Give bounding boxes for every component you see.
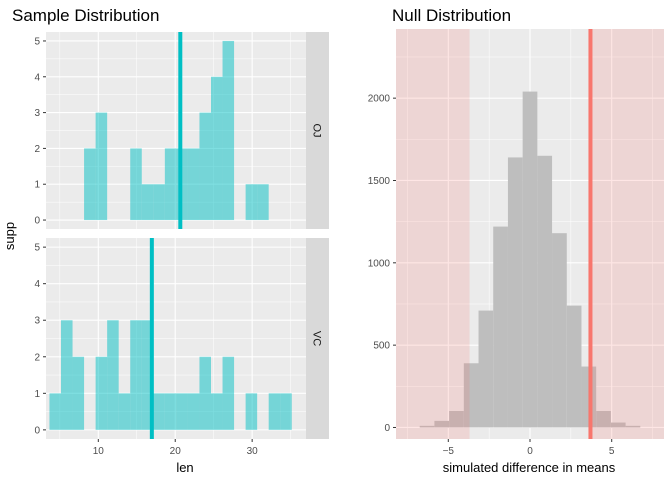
x-tick-label: 30 [247, 446, 259, 457]
histogram-bar [419, 425, 435, 428]
histogram-bar [164, 393, 177, 430]
histogram-bar [268, 393, 281, 430]
histogram-bar [211, 76, 223, 221]
y-tick-label: 2 [34, 144, 40, 155]
histogram-bar [130, 148, 142, 221]
left-x-ticks: 10 20 30 [93, 439, 258, 457]
histogram-bar [222, 40, 235, 221]
histogram-bar [118, 393, 131, 430]
histogram-bar [95, 112, 108, 221]
y-tick-label: 3 [34, 108, 40, 119]
histogram-bar [245, 393, 258, 430]
histogram-bar [610, 422, 626, 428]
histogram-bar [164, 148, 177, 221]
null-distribution-panel [396, 29, 664, 439]
facet-strip-label-oj: OJ [311, 123, 323, 137]
right-x-axis-title: simulated difference in means [443, 460, 616, 475]
y-tick-label: 500 [373, 341, 390, 352]
histogram-bar [280, 393, 292, 430]
x-tick-label: 10 [93, 446, 105, 457]
y-tick-label: 2000 [368, 94, 391, 105]
histogram-bar [537, 155, 553, 428]
y-tick-label: 1500 [368, 176, 391, 187]
histogram-bar [222, 356, 235, 430]
histogram-bar [566, 305, 582, 428]
y-tick-label: 5 [34, 36, 40, 47]
histogram-bar [107, 320, 119, 430]
histogram-bar [245, 184, 258, 221]
y-tick-label: 0 [34, 216, 40, 227]
y-tick-label: 3 [34, 316, 40, 327]
left-x-axis-title: len [176, 460, 193, 475]
sample-distribution-title: Sample Distribution [12, 6, 159, 25]
histogram-bar [199, 112, 211, 221]
y-tick-label: 4 [34, 279, 40, 290]
histogram-bar [187, 148, 200, 221]
histogram-bar [95, 356, 108, 430]
histogram-bar [153, 184, 165, 221]
facet-strip-vc [306, 238, 329, 439]
histogram-bar [449, 411, 464, 428]
facet-panel-oj: 0 1 2 3 4 5 OJ [34, 32, 329, 229]
y-tick-label: 1 [34, 180, 40, 191]
p-value-shade-region [590, 29, 664, 439]
histogram-bar [199, 356, 211, 430]
y-ticks-oj: 0 1 2 3 4 5 [34, 36, 46, 227]
histogram-bar [61, 320, 73, 430]
x-tick-label: 5 [609, 446, 615, 457]
facet-strip-label-vc: VC [311, 331, 323, 346]
histogram-bar [493, 226, 508, 428]
histogram-bar [72, 356, 85, 430]
histogram-bar [187, 393, 200, 430]
x-tick-label: 0 [527, 446, 533, 457]
histogram-bar [596, 411, 611, 428]
y-tick-label: 5 [34, 243, 40, 254]
y-tick-label: 2 [34, 352, 40, 363]
histogram-bar [507, 157, 523, 428]
x-tick-label: 20 [170, 446, 182, 457]
null-distribution-title: Null Distribution [392, 6, 511, 25]
facet-strip-oj [306, 32, 329, 229]
histogram-bar [478, 310, 494, 428]
facet-panel-vc: 0 1 2 3 4 5 VC [34, 238, 329, 439]
right-x-ticks: −5 0 5 [443, 439, 615, 457]
y-ticks-vc: 0 1 2 3 4 5 [34, 243, 46, 436]
left-y-axis-title: supp [2, 222, 17, 250]
histogram-bar [141, 184, 154, 221]
histogram-bar [84, 148, 96, 221]
histogram-bar [211, 393, 223, 430]
y-tick-label: 1 [34, 389, 40, 400]
histogram-bar [522, 91, 538, 428]
right-y-ticks: 0 500 1000 1500 2000 [368, 94, 396, 434]
shade-regions-null [396, 29, 664, 439]
y-tick-label: 0 [384, 423, 390, 434]
bars-vc [49, 320, 292, 430]
histogram-bar [434, 420, 450, 428]
y-tick-label: 0 [34, 425, 40, 436]
histogram-bar [625, 425, 641, 428]
bars-null [419, 91, 641, 428]
histogram-bar [130, 320, 142, 430]
y-tick-label: 1000 [368, 258, 391, 269]
histogram-bar [153, 393, 165, 430]
histogram-bar [49, 393, 61, 430]
histogram-bar [141, 320, 154, 430]
histogram-bar [257, 184, 269, 221]
x-tick-label: −5 [443, 446, 455, 457]
histogram-bar [176, 393, 188, 430]
histogram-bar [463, 363, 479, 428]
p-value-shade-region [396, 29, 470, 439]
y-tick-label: 4 [34, 72, 40, 83]
histogram-bar [552, 233, 567, 428]
